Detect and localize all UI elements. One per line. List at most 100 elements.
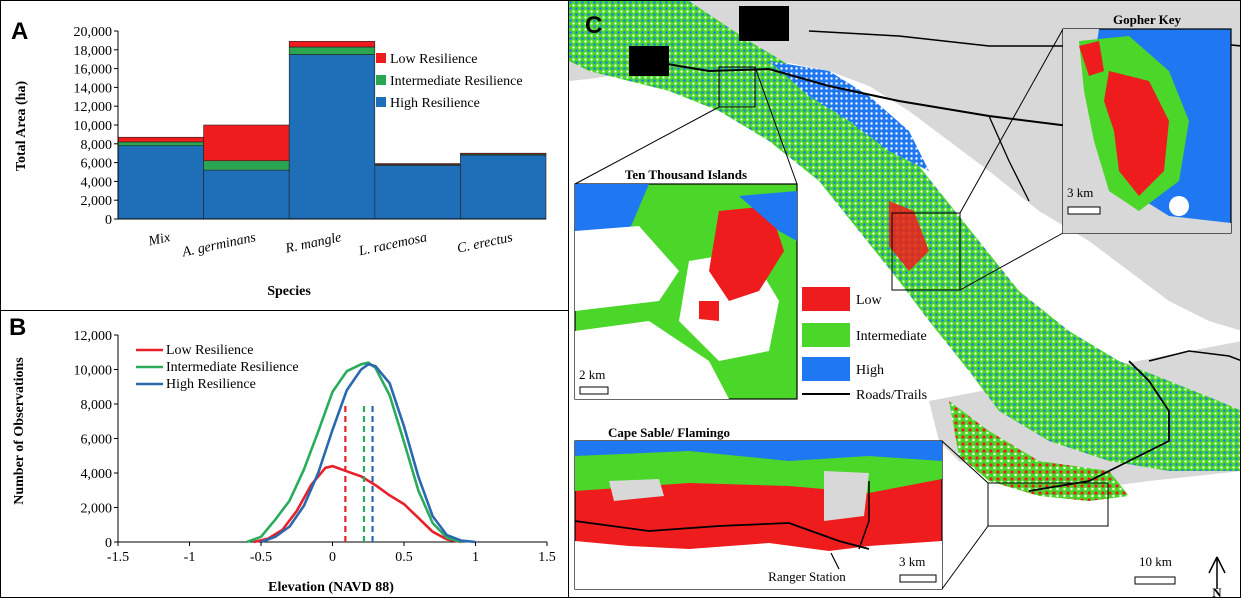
- panel-label-b: B: [9, 314, 26, 341]
- callout-line: [959, 232, 1064, 291]
- y-tick-label: 12,000: [74, 100, 113, 115]
- y-tick-label: 6,000: [81, 157, 113, 172]
- panel-label-c: C: [585, 12, 602, 39]
- y-tick-label: 20,000: [74, 25, 113, 40]
- bar-segment: [374, 163, 461, 165]
- category-label: A. germinans: [180, 230, 258, 261]
- x-axis-label: Elevation (NAVD 88): [268, 580, 394, 595]
- bar-segment: [117, 145, 204, 220]
- scale-label-ten: 2 km: [579, 367, 605, 382]
- callout-line: [941, 525, 989, 590]
- callout-line: [754, 66, 798, 185]
- x-tick-label: 0.5: [395, 550, 413, 565]
- x-tick-label: 1: [472, 550, 479, 565]
- zoom-box-cape-sable: [987, 482, 1109, 527]
- legend-intermediate: Intermediate: [856, 329, 927, 344]
- legend-high: High: [856, 363, 884, 378]
- y-tick-label: 10,000: [74, 119, 113, 134]
- series-line: [253, 464, 462, 544]
- x-tick-label: 1.5: [538, 550, 556, 565]
- y-tick-label: 2,000: [81, 502, 113, 517]
- category-label: Mix: [146, 230, 172, 250]
- road-east: [1148, 350, 1240, 362]
- bar-segment: [460, 152, 547, 155]
- legend-swatch: [376, 97, 386, 107]
- y-tick-label: 8,000: [81, 138, 113, 153]
- y-axis-label: Total Area (ha): [14, 81, 29, 172]
- urban-area: [739, 6, 789, 41]
- callout-line: [959, 28, 1064, 214]
- stacked-bar-chart: A 0 2,000 4,000 6,000 8,000 10,000 12,000 14,00…: [11, 18, 547, 299]
- bar-segment: [374, 165, 461, 220]
- scale-bar-ten: [579, 386, 609, 395]
- y-tick-label: 8,000: [81, 398, 113, 413]
- ranger-station-label: Ranger Station: [768, 569, 846, 584]
- southern-mangrove-band: [949, 401, 1129, 501]
- x-axis-label: Species: [267, 284, 311, 299]
- y-tick-label: 6,000: [81, 433, 113, 448]
- y-tick-label: 10,000: [74, 364, 113, 379]
- road-flamingo: [1028, 360, 1170, 492]
- inset-title-cape-sable: Cape Sable/ Flamingo: [608, 425, 730, 440]
- y-tick-label: 18,000: [74, 44, 113, 59]
- category-label: L. racemosa: [357, 230, 429, 259]
- north-label: N: [1212, 585, 1222, 598]
- ranger-station-arrow: [830, 552, 840, 570]
- scale-bar-gopher: [1067, 206, 1101, 215]
- scale-bar-cape: [899, 574, 937, 583]
- callout-line: [941, 440, 989, 484]
- y-tick-label: 16,000: [74, 63, 113, 78]
- gopher-red-patch: [889, 201, 929, 271]
- bar-segment: [203, 169, 290, 220]
- bar-segment: [460, 154, 547, 220]
- scale-label-main: 10 km: [1139, 554, 1172, 569]
- legend-label: Intermediate Resilience: [166, 360, 299, 375]
- legend-low: Low: [856, 293, 883, 308]
- map-legend: Low Intermediate High Roads/Trails: [802, 287, 927, 403]
- inner-blue-band: [769, 61, 929, 171]
- inset-title-gopher: Gopher Key: [1113, 12, 1182, 27]
- callout-line: [574, 106, 720, 185]
- bar-segment: [288, 46, 376, 55]
- resilience-map: C Gopher Key 3 km Ten Thousand Islands 2…: [569, 1, 1240, 598]
- y-tick-label: 2,000: [81, 194, 113, 209]
- y-tick-label: 14,000: [74, 81, 113, 96]
- scale-bar-main: [1134, 576, 1176, 585]
- category-label: C. erectus: [456, 230, 515, 256]
- legend-swatch: [376, 75, 386, 85]
- category-label: R. mangle: [283, 230, 343, 257]
- x-tick-label: -1: [184, 550, 196, 565]
- bar-segment: [203, 160, 290, 171]
- legend-label: Intermediate Resilience: [390, 74, 523, 89]
- line-chart: B 0 2,000 4,000 6,000 8,000 10,000 12,000 -1.5 -…: [9, 314, 556, 595]
- bar-segment: [117, 141, 204, 146]
- panel-c-map: C Gopher Key 3 km Ten Thousand Islands 2…: [568, 0, 1241, 598]
- x-tick-label: -1.5: [107, 550, 129, 565]
- legend-label: High Resilience: [390, 96, 480, 111]
- legend-swatch: [376, 53, 386, 63]
- series-line: [246, 361, 462, 544]
- series-line: [260, 363, 476, 544]
- north-arrow-icon: [1208, 556, 1226, 589]
- legend-label: Low Resilience: [166, 343, 253, 358]
- y-tick-label: 4,000: [81, 467, 113, 482]
- y-tick-label: 12,000: [74, 329, 113, 344]
- y-tick-label: 4,000: [81, 175, 113, 190]
- inset-ten-thousand-islands: Ten Thousand Islands 2 km: [574, 167, 798, 400]
- inset-title-ten-thousand: Ten Thousand Islands: [625, 167, 747, 182]
- x-tick-label: 0: [329, 550, 336, 565]
- road-spur: [988, 115, 1030, 202]
- x-tick-label: -0.5: [250, 550, 272, 565]
- zoom-box-ten-thousand: [718, 66, 756, 108]
- legend-label: Low Resilience: [390, 52, 477, 67]
- inset-gopher-key: Gopher Key 3 km: [1062, 12, 1232, 234]
- inset-cape-sable: Cape Sable/ Flamingo Ranger Station 3 km: [574, 425, 943, 590]
- zoom-box-gopher: [891, 212, 961, 291]
- legend-roads: Roads/Trails: [856, 388, 927, 403]
- legend-label: High Resilience: [166, 377, 256, 392]
- scale-label-gopher: 3 km: [1067, 185, 1093, 200]
- scale-label-cape: 3 km: [899, 554, 925, 569]
- panel-label-a: A: [11, 18, 28, 45]
- y-tick-label: 0: [105, 213, 112, 228]
- bar-segment: [288, 54, 376, 220]
